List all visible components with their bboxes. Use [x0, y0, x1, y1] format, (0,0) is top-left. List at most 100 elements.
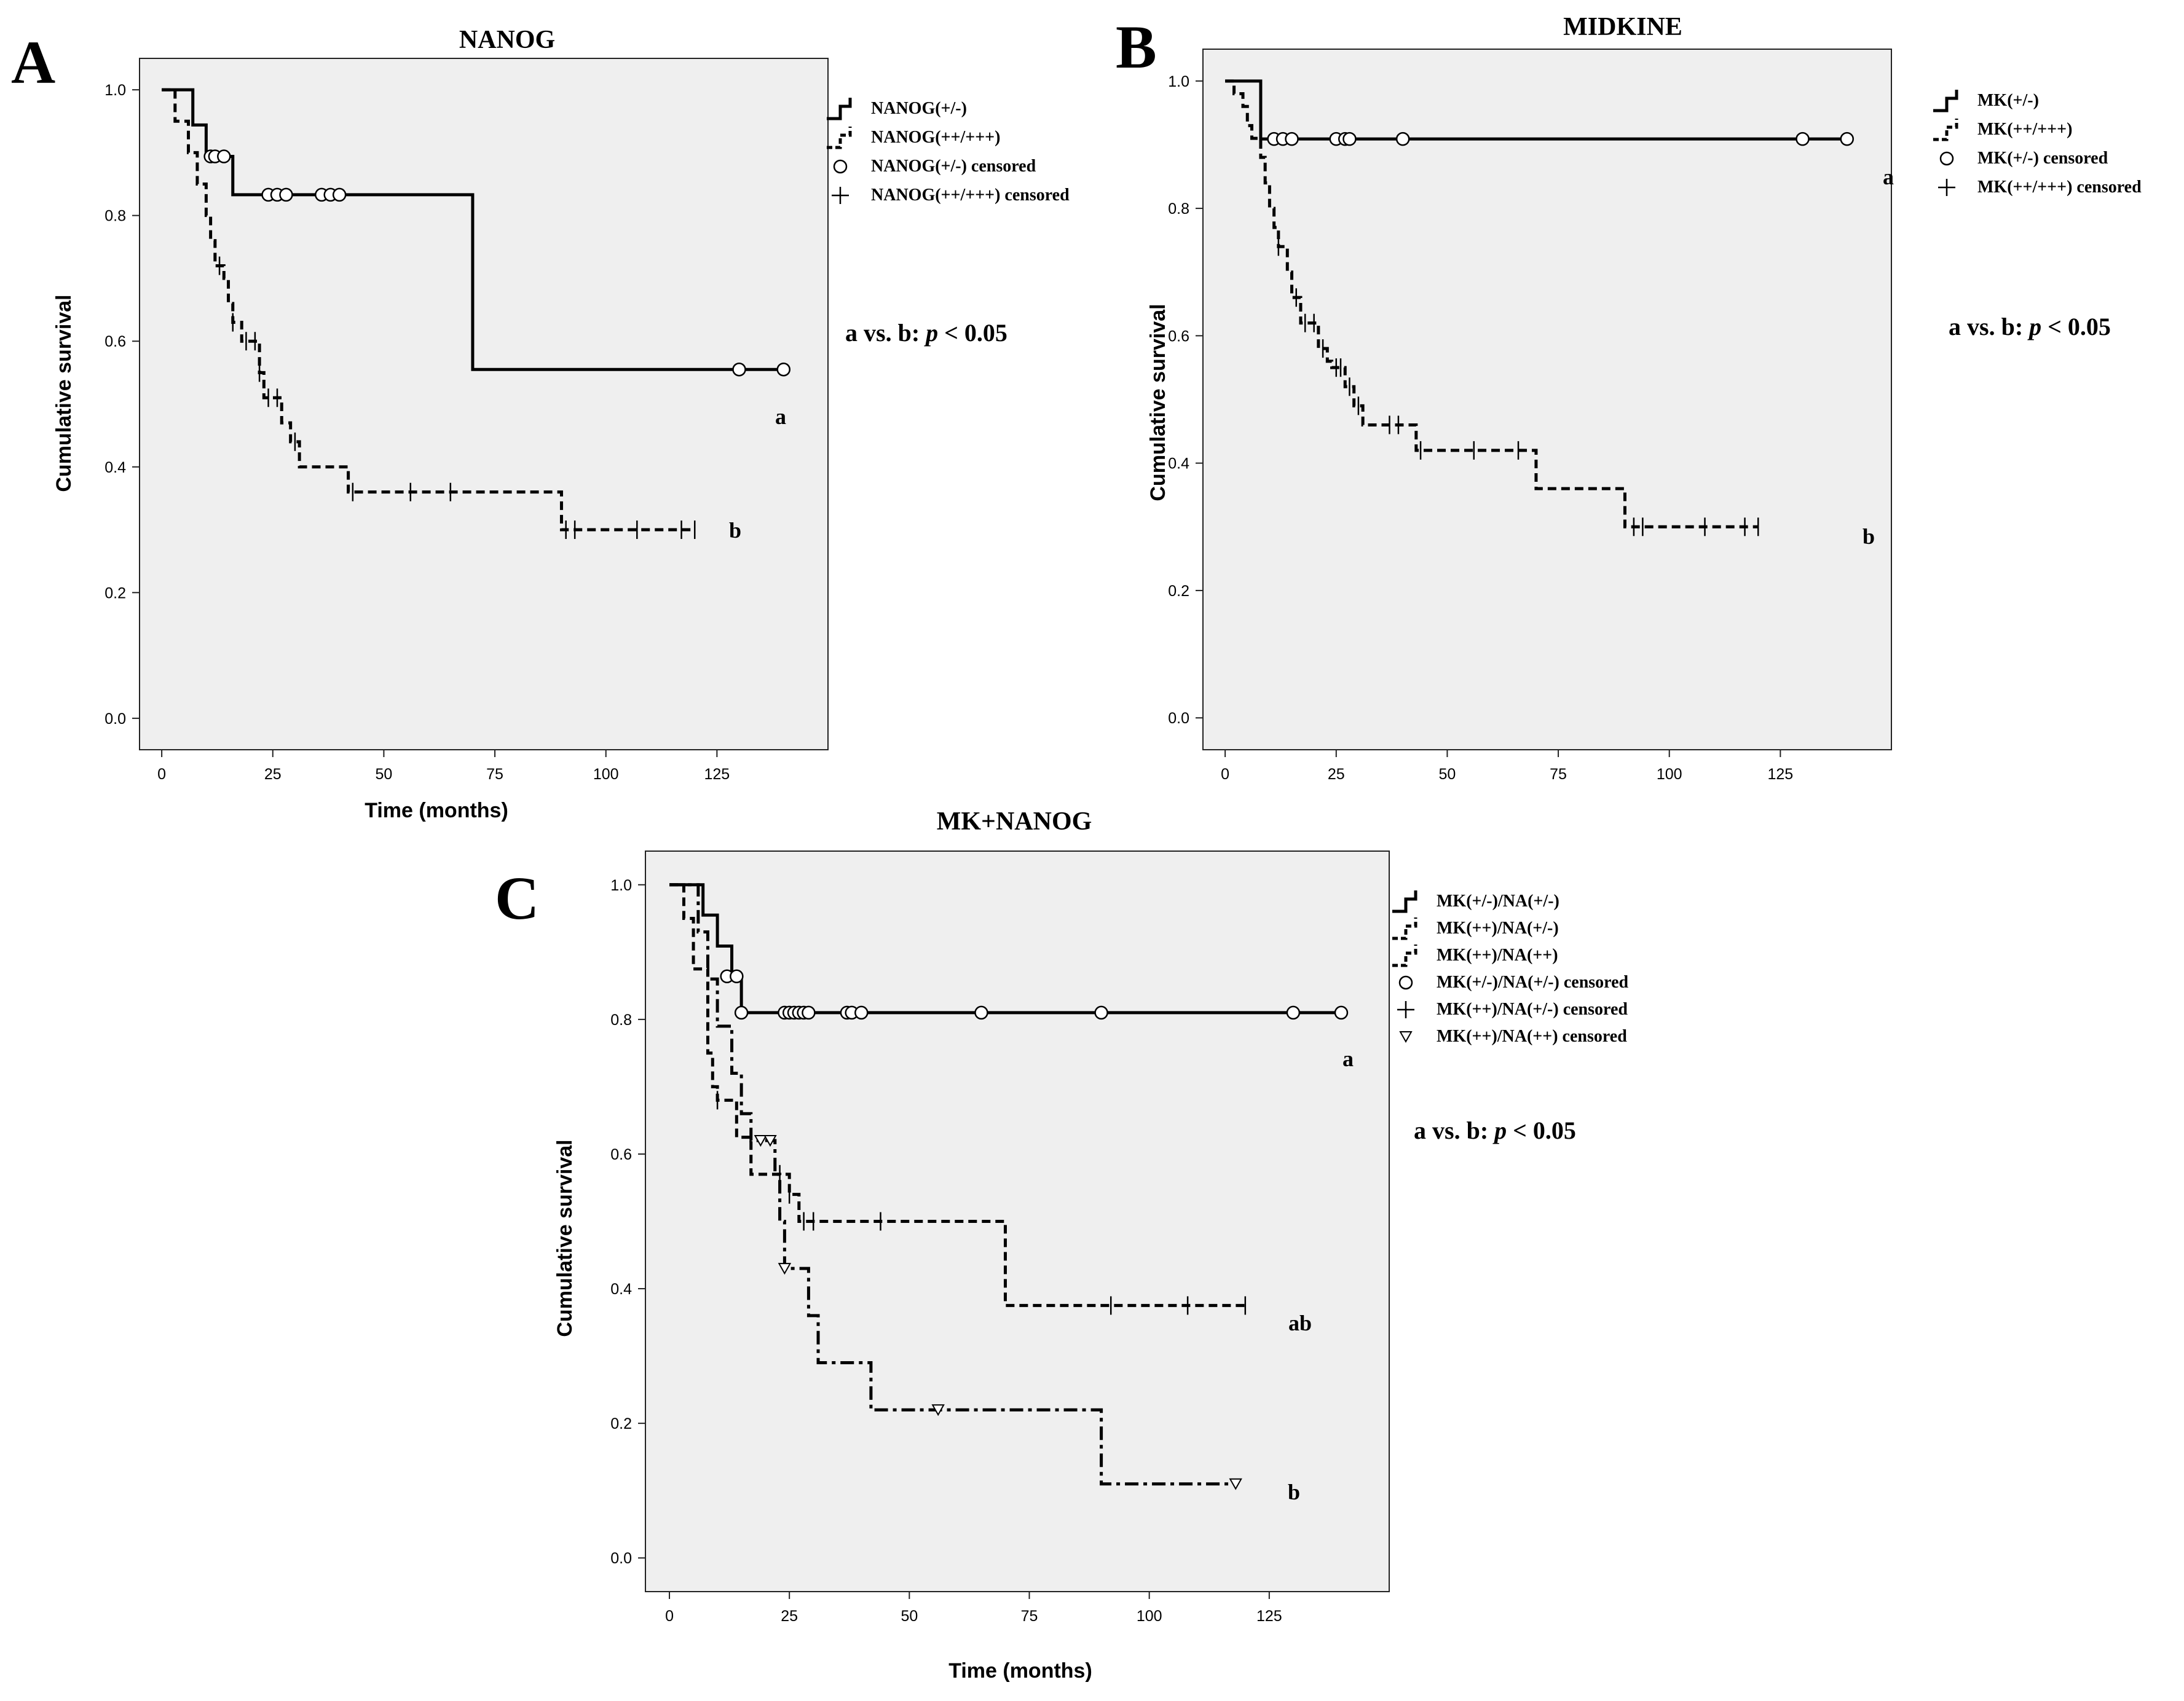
- legend-swatch-line: [1933, 90, 1958, 112]
- panel-c-mk-nanog: C MK+NANOG 0.0 0.2 0.4 0.6 0.8 1.0 0 25 50 75 100 125…: [495, 807, 1629, 1683]
- legend-swatch-circle: [1398, 975, 1413, 990]
- x-tick-label: 125: [1256, 1608, 1282, 1625]
- series-line-2: [669, 883, 1245, 1307]
- censor-marker-circle: [802, 1005, 816, 1020]
- y-tick-label: 0.8: [610, 1012, 632, 1029]
- panel-letter: B: [1116, 13, 1157, 81]
- y-tick-label: 1.0: [1168, 73, 1189, 90]
- x-tick-label: 50: [901, 1608, 918, 1625]
- censor-marker-circle: [217, 149, 231, 163]
- y-tick-label: 0.0: [104, 710, 126, 728]
- y-axis-label: Cumulative survival: [52, 294, 76, 492]
- x-tick-label: 75: [1550, 766, 1567, 783]
- y-tick-label: 0.6: [1168, 328, 1189, 345]
- legend-swatch-line: [1392, 945, 1417, 967]
- censor-marker-circle: [734, 1005, 749, 1020]
- legend-entry: NANOG(++/+++): [871, 128, 1000, 147]
- censor-marker-circle: [1840, 132, 1854, 146]
- y-tick-label: 0.2: [1168, 583, 1189, 600]
- legend-entry: MK(++)/NA(+/-): [1437, 919, 1559, 938]
- y-tick-label: 0.8: [1168, 200, 1189, 218]
- legend-swatch-triangle: [1399, 1031, 1413, 1043]
- panel-a-nanog: A NANOG 0.0 0.2 0.4 0.6 0.8 1.0 0 25 50 75 100 125 Cum…: [11, 26, 1070, 822]
- censor-marker-circle: [1342, 132, 1357, 146]
- x-tick-label: 0: [665, 1608, 674, 1625]
- x-tick-label: 25: [264, 766, 282, 783]
- x-tick-label: 50: [1439, 766, 1456, 783]
- x-tick-label: 75: [1021, 1608, 1038, 1625]
- censor-marker-triangle: [778, 1263, 792, 1275]
- plot-area: [645, 850, 1390, 1592]
- panel-letter: A: [11, 28, 55, 96]
- censor-marker-circle: [1334, 1005, 1349, 1020]
- x-tick-label: 0: [157, 766, 166, 783]
- censor-marker-circle: [1285, 132, 1299, 146]
- group-label: b: [1863, 524, 1875, 549]
- p-value-annotation: a vs. b: p < 0.05: [1414, 1117, 1576, 1144]
- series-line-1: [1225, 79, 1847, 141]
- x-tick-label: 100: [1137, 1608, 1162, 1625]
- series-line-3: [669, 883, 1236, 1486]
- legend-swatch-plus: [1938, 179, 1955, 196]
- y-tick-label: 0.4: [104, 459, 126, 476]
- series-line-2: [1225, 79, 1759, 528]
- censor-marker-circle: [732, 363, 746, 377]
- legend-swatch-line: [827, 98, 852, 120]
- p-value-annotation: a vs. b: p < 0.05: [1949, 313, 2111, 340]
- legend-swatch-line: [827, 127, 852, 149]
- x-tick-label: 75: [486, 766, 503, 783]
- y-tick-label: 1.0: [610, 877, 632, 894]
- x-tick-label: 125: [704, 766, 730, 783]
- legend-swatch-line: [1933, 119, 1958, 141]
- censor-marker-triangle: [754, 1135, 768, 1147]
- legend-entry: MK(++)/NA(+/-) censored: [1437, 1000, 1628, 1019]
- group-label: a: [1342, 1047, 1354, 1071]
- panel-b-midkine: B MIDKINE 0.0 0.2 0.4 0.6 0.8 1.0 0 25 50 75 100 125 C…: [1116, 13, 2142, 783]
- legend-entry: MK(+/-)/NA(+/-): [1437, 892, 1559, 911]
- legend-entry: NANOG(+/-) censored: [871, 157, 1036, 176]
- x-tick-label: 25: [1328, 766, 1345, 783]
- legend-entry: MK(+/-) censored: [1977, 149, 2108, 168]
- legend-entry: MK(++)/NA(++) censored: [1437, 1027, 1627, 1046]
- y-tick-label: 0.4: [610, 1281, 632, 1298]
- censor-marker-circle: [854, 1005, 869, 1020]
- chart-title: MK+NANOG: [937, 807, 1092, 836]
- y-tick-label: 0.2: [610, 1415, 632, 1432]
- legend-entry: MK(++)/NA(++): [1437, 946, 1558, 965]
- y-tick-label: 0.4: [1168, 455, 1189, 473]
- legend-swatch-plus: [1397, 1001, 1414, 1018]
- censor-marker-circle: [279, 187, 293, 202]
- y-tick-label: 0.0: [1168, 710, 1189, 727]
- x-tick-label: 100: [1657, 766, 1682, 783]
- censor-marker-circle: [776, 363, 790, 377]
- x-axis-label: Time (months): [948, 1659, 1092, 1683]
- censor-marker-circle: [1094, 1005, 1108, 1020]
- censor-marker-circle: [1796, 132, 1810, 146]
- legend-entry: MK(+/-)/NA(+/-) censored: [1437, 973, 1629, 992]
- group-label: ab: [1288, 1311, 1312, 1335]
- legend-swatch-line: [1392, 917, 1417, 940]
- censor-marker-triangle: [931, 1404, 945, 1416]
- legend-entry: MK(++/+++): [1977, 120, 2072, 139]
- legend-entry: NANOG(++/+++) censored: [871, 186, 1070, 205]
- censor-marker-circle: [1286, 1005, 1301, 1020]
- x-tick-label: 125: [1767, 766, 1793, 783]
- censor-marker-triangle: [1229, 1478, 1242, 1490]
- series-line-2: [162, 88, 695, 532]
- plot-area: [139, 58, 829, 750]
- y-tick-label: 1.0: [104, 82, 126, 99]
- censor-marker-circle: [1395, 132, 1410, 146]
- x-tick-label: 50: [376, 766, 393, 783]
- series-line-1: [669, 883, 1341, 1015]
- group-label: b: [1288, 1480, 1300, 1504]
- group-label: b: [729, 518, 741, 543]
- y-axis-label: Cumulative survival: [553, 1139, 577, 1337]
- x-tick-label: 100: [593, 766, 619, 783]
- censor-marker-circle: [730, 969, 744, 984]
- x-tick-label: 25: [781, 1608, 798, 1625]
- legend-swatch-circle: [833, 159, 848, 174]
- censor-marker-circle: [974, 1005, 988, 1020]
- legend-swatch-plus: [832, 187, 849, 204]
- y-axis-label: Cumulative survival: [1146, 304, 1170, 501]
- legend-entry: MK(+/-): [1977, 91, 2039, 110]
